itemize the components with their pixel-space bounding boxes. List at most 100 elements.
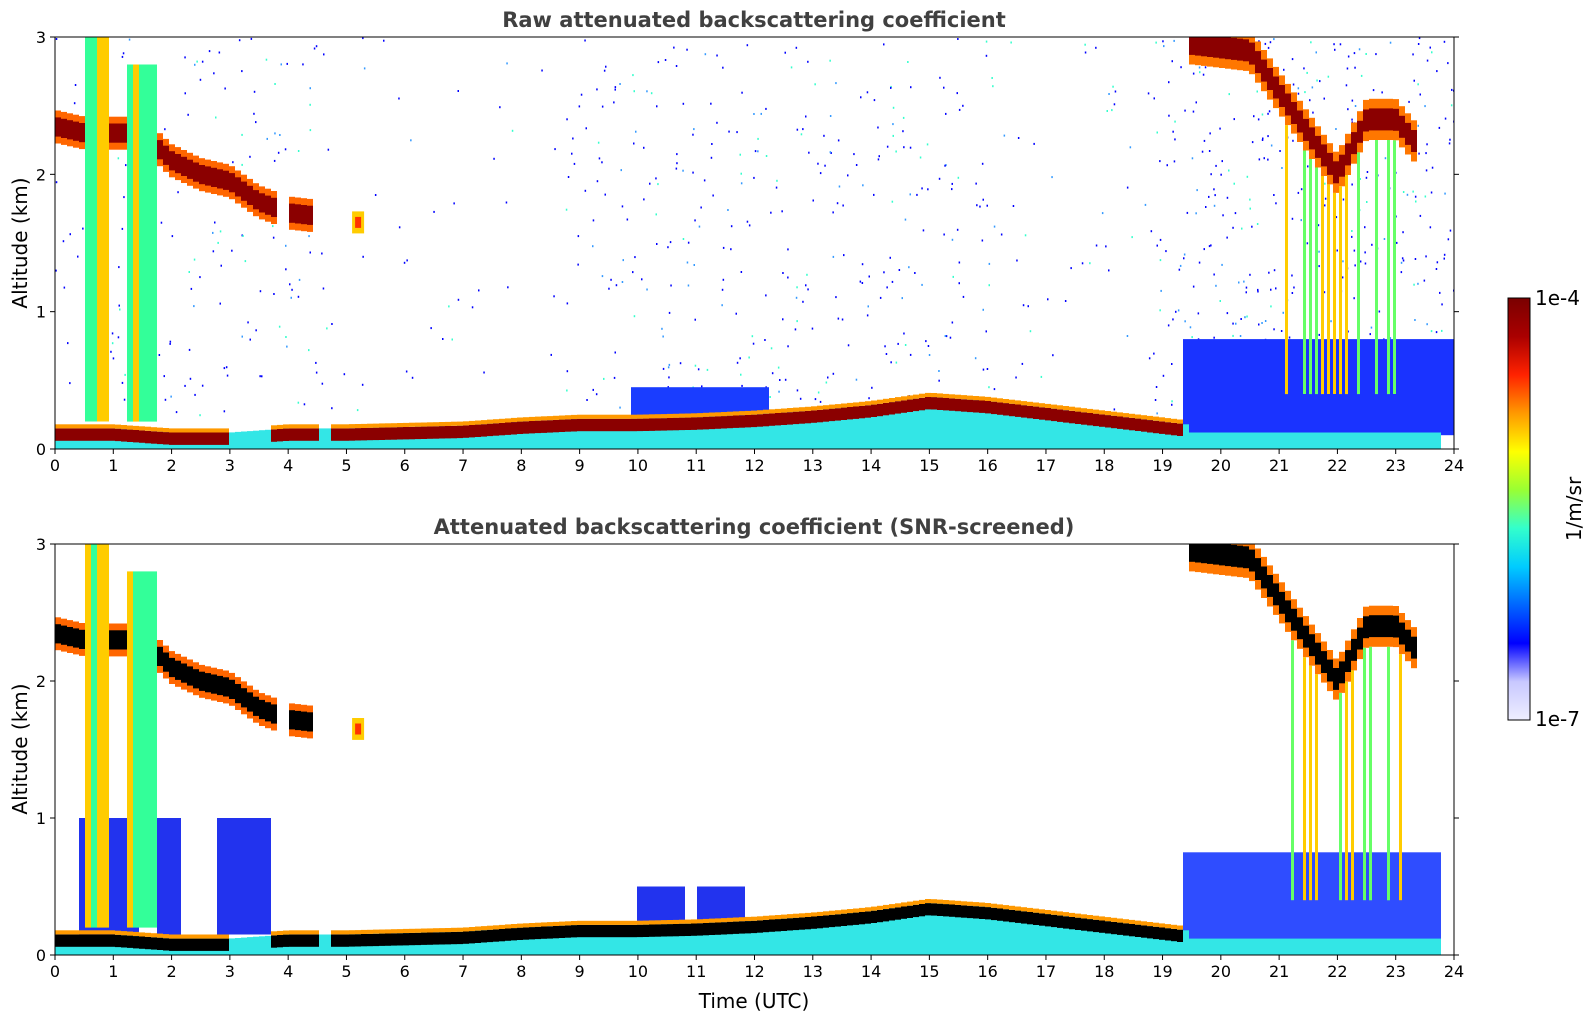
boundary-layer-core <box>1081 918 1087 931</box>
noise-pixel <box>1454 74 1456 76</box>
cloud-layer-core <box>1273 583 1279 606</box>
boundary-layer-aerosol <box>715 922 721 955</box>
boundary-layer-core <box>511 422 517 435</box>
aerosol-region <box>1207 852 1213 942</box>
noise-pixel <box>633 90 635 93</box>
boundary-layer-edge <box>853 402 859 407</box>
noise-pixel <box>1253 115 1255 118</box>
boundary-layer-core <box>679 417 685 431</box>
noise-pixel <box>951 188 953 191</box>
aerosol-region <box>1333 852 1339 942</box>
aerosol-region <box>1231 852 1237 942</box>
boundary-layer-core <box>577 924 583 938</box>
noise-pixel <box>782 272 784 274</box>
x-tick-label: 6 <box>400 456 410 475</box>
boundary-layer-aerosol <box>1387 432 1393 449</box>
boundary-layer-core <box>805 917 811 930</box>
noise-pixel <box>1173 39 1175 42</box>
boundary-layer-edge <box>517 417 523 422</box>
noise-pixel <box>1323 291 1326 294</box>
noise-pixel <box>1414 195 1417 198</box>
boundary-layer-aerosol <box>607 924 613 955</box>
boundary-layer-core <box>853 406 859 419</box>
boundary-layer-edge <box>343 424 349 429</box>
boundary-layer-edge <box>811 406 817 411</box>
x-tick-label: 21 <box>1269 456 1289 475</box>
boundary-layer-edge <box>1099 916 1105 921</box>
boundary-layer-core <box>517 927 523 940</box>
noise-pixel <box>817 162 819 165</box>
boundary-layer-edge <box>217 428 223 433</box>
aerosol-region <box>1207 339 1213 436</box>
noise-pixel <box>692 133 694 136</box>
boundary-layer-edge <box>595 920 601 925</box>
noise-pixel <box>405 370 408 373</box>
boundary-layer-core <box>427 426 433 439</box>
noise-pixel <box>118 266 120 269</box>
noise-pixel <box>208 50 211 53</box>
boundary-layer-edge <box>469 927 475 932</box>
noise-pixel <box>1156 244 1158 247</box>
boundary-layer-aerosol <box>715 416 721 449</box>
boundary-layer-edge <box>835 404 841 409</box>
noise-pixel <box>812 199 814 202</box>
boundary-layer-core <box>589 418 595 432</box>
boundary-layer-edge <box>979 902 985 907</box>
boundary-layer-edge <box>811 912 817 917</box>
noise-pixel <box>1354 264 1356 267</box>
boundary-layer-aerosol <box>1027 405 1033 449</box>
noise-pixel <box>1336 249 1338 252</box>
boundary-layer-edge <box>685 413 691 418</box>
noise-pixel <box>1233 118 1235 121</box>
aerosol-region <box>709 387 715 419</box>
boundary-layer-edge <box>1177 925 1183 930</box>
noise-pixel <box>843 254 845 257</box>
noise-pixel <box>836 202 839 205</box>
noise-pixel <box>646 90 648 93</box>
noise-pixel <box>927 188 929 191</box>
noise-pixel <box>662 367 665 370</box>
noise-pixel <box>787 276 789 279</box>
noise-pixel <box>1353 52 1356 55</box>
noise-pixel <box>1275 202 1277 205</box>
boundary-layer-aerosol <box>793 411 799 449</box>
noise-pixel <box>1168 81 1170 84</box>
aerosol-region <box>229 818 235 935</box>
boundary-layer-edge <box>499 924 505 929</box>
boundary-layer-edge <box>283 930 289 935</box>
noise-pixel <box>740 172 742 175</box>
y-axis-label: Altitude (km) <box>8 683 32 814</box>
boundary-layer-core <box>85 934 91 947</box>
cloud-layer-core <box>301 711 307 731</box>
boundary-layer-edge <box>1081 914 1087 919</box>
boundary-layer-edge <box>685 919 691 924</box>
boundary-layer-aerosol <box>595 418 601 449</box>
boundary-layer-core <box>361 428 367 441</box>
boundary-layer-aerosol <box>565 925 571 955</box>
boundary-layer-aerosol <box>1273 938 1279 955</box>
noise-pixel <box>619 83 621 85</box>
cloud-layer-core <box>1279 591 1285 614</box>
noise-pixel <box>1184 109 1186 112</box>
noise-pixel <box>196 60 198 63</box>
aerosol-region <box>121 818 127 935</box>
boundary-layer-edge <box>619 920 625 925</box>
boundary-layer-edge <box>631 414 637 419</box>
noise-pixel <box>807 60 809 63</box>
boundary-layer-core <box>193 938 199 951</box>
noise-pixel <box>356 409 359 412</box>
boundary-layer-aerosol <box>241 937 247 955</box>
noise-pixel <box>1351 230 1353 232</box>
aerosol-region <box>667 387 673 419</box>
boundary-layer-aerosol <box>1153 926 1159 955</box>
noise-pixel <box>1017 137 1020 139</box>
boundary-layer-edge <box>583 414 589 419</box>
boundary-layer-edge <box>427 928 433 933</box>
boundary-layer-aerosol <box>1285 432 1291 449</box>
boundary-layer-aerosol <box>247 937 253 955</box>
boundary-layer-aerosol <box>541 420 547 449</box>
boundary-layer-core <box>205 432 211 445</box>
boundary-layer-edge <box>985 396 991 401</box>
boundary-layer-core <box>787 412 793 425</box>
cloud-layer-core <box>1363 616 1369 639</box>
